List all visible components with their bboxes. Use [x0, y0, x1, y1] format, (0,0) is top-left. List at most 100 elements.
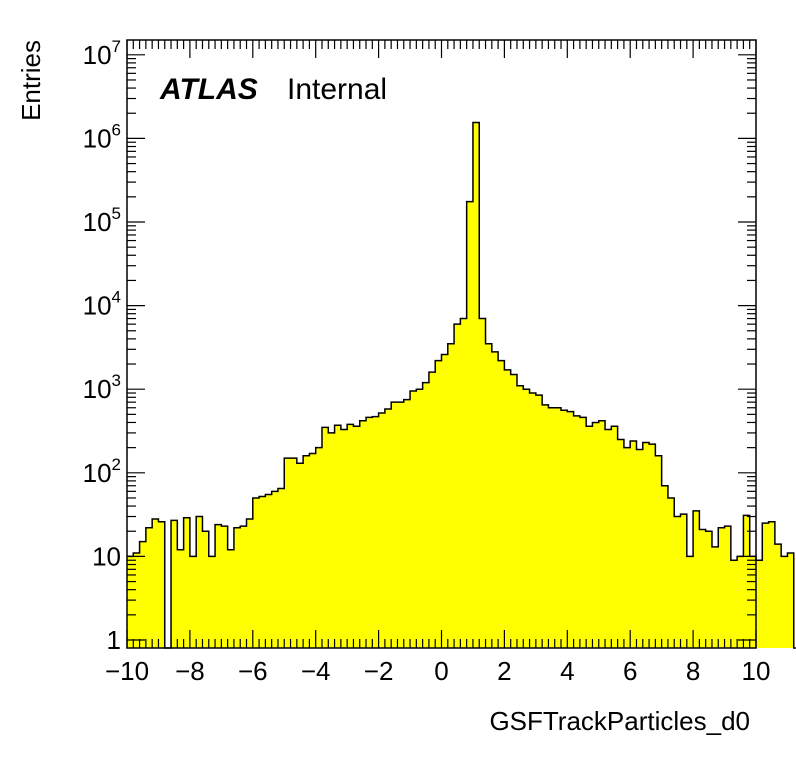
axis-ticks [126, 40, 757, 648]
histogram-bin [529, 393, 537, 648]
histogram-bin [441, 354, 449, 648]
histogram-bin [592, 422, 600, 648]
histogram-bin [718, 527, 725, 648]
histogram-bin [768, 521, 776, 648]
histogram-bin [196, 516, 203, 648]
histogram-bin [246, 519, 254, 648]
histogram-bin [724, 526, 732, 648]
histogram-bin [460, 318, 468, 648]
histogram-bin [491, 351, 499, 648]
x-tick-label: 0 [434, 656, 448, 686]
histogram-bin [472, 122, 480, 648]
x-tick-label: 4 [560, 656, 574, 686]
histogram-bin [680, 514, 688, 648]
histogram-bin [309, 453, 317, 648]
x-tick-label: 10 [742, 656, 771, 686]
histogram-bin [435, 360, 442, 648]
histogram-bin [516, 385, 524, 648]
histogram-bin [711, 546, 719, 648]
histogram-bin [296, 463, 304, 648]
histogram-bin [189, 556, 197, 648]
histogram-bin [466, 201, 474, 649]
histogram-bin [699, 529, 707, 648]
histogram-bin [227, 549, 235, 648]
histogram-bin [284, 458, 291, 648]
histogram-bin [447, 343, 455, 648]
y-tick-label: 1 [107, 625, 121, 655]
histogram-bin [573, 415, 581, 648]
histogram-bin [145, 527, 153, 648]
histogram-bin [403, 399, 411, 648]
histogram-bin [422, 382, 430, 648]
histogram-bin [340, 429, 348, 648]
histogram-bin [598, 420, 606, 648]
histogram-bin [686, 556, 694, 648]
histogram-bin [642, 442, 650, 648]
x-tick-label: 6 [623, 656, 637, 686]
x-axis-title: GSFTrackParticles_d0 [489, 706, 750, 736]
y-axis-title: Entries [16, 40, 46, 121]
y-tick-label: 105 [83, 204, 121, 237]
y-tick-label: 102 [83, 455, 121, 488]
histogram-bin [428, 372, 436, 648]
histogram-bin [774, 544, 782, 648]
histogram-bin [510, 374, 518, 648]
histogram-bin [133, 552, 140, 648]
histogram-bin [378, 412, 386, 648]
histogram-bin [504, 369, 512, 648]
histogram-bin [152, 519, 159, 648]
y-tick-label: 107 [83, 37, 121, 70]
x-tick-label: −4 [301, 656, 331, 686]
histogram-bin [240, 526, 247, 648]
histogram-bin [416, 389, 424, 648]
histogram-bin [636, 449, 644, 648]
histogram-bin [277, 488, 285, 648]
histogram-bin [454, 324, 461, 648]
histogram-bin [158, 521, 166, 648]
histogram-bin [623, 447, 631, 648]
histogram-bin [139, 541, 147, 648]
y-tick-label: 104 [83, 288, 121, 321]
histogram-bin [542, 404, 549, 648]
histogram-bin [730, 560, 738, 648]
y-tick-label: 10 [92, 541, 121, 571]
histogram-bin [554, 407, 562, 648]
histogram-bin [303, 455, 310, 648]
histogram-bin [359, 420, 367, 648]
histogram-bin [611, 426, 619, 648]
histogram-bin [127, 556, 134, 648]
histogram-bin [498, 360, 505, 648]
x-tick-label: −8 [175, 656, 205, 686]
histogram-bin [630, 441, 637, 648]
histogram-bin [215, 524, 222, 648]
x-tick-label: 8 [686, 656, 700, 686]
histogram-bin [693, 510, 700, 648]
histogram-bin [787, 552, 795, 648]
histogram-bin [171, 520, 178, 648]
histogram-bin [321, 427, 329, 648]
x-tick-label: −6 [238, 656, 268, 686]
histogram-bin [586, 426, 593, 648]
histogram-bin [353, 426, 361, 648]
histogram-bin [334, 425, 342, 648]
histogram-bin [756, 560, 763, 648]
histogram-bin [479, 318, 486, 648]
histogram-bin [208, 556, 216, 648]
y-tick-label: 106 [83, 120, 121, 153]
x-tick-label: 2 [497, 656, 511, 686]
histogram-bin [252, 497, 260, 648]
x-tick-label: −2 [364, 656, 394, 686]
histogram-bin [183, 517, 191, 648]
histogram-bin [743, 515, 751, 648]
histogram-bin [328, 432, 335, 648]
histogram-bin [290, 458, 298, 648]
histogram-bars [127, 122, 795, 649]
histogram-bin [737, 556, 744, 648]
histogram-bin [485, 343, 493, 648]
histogram-bin [372, 416, 379, 648]
histogram-bin [661, 485, 669, 648]
histogram-bin [202, 531, 210, 648]
histogram-bin [221, 526, 229, 648]
histogram-bin [233, 527, 241, 648]
